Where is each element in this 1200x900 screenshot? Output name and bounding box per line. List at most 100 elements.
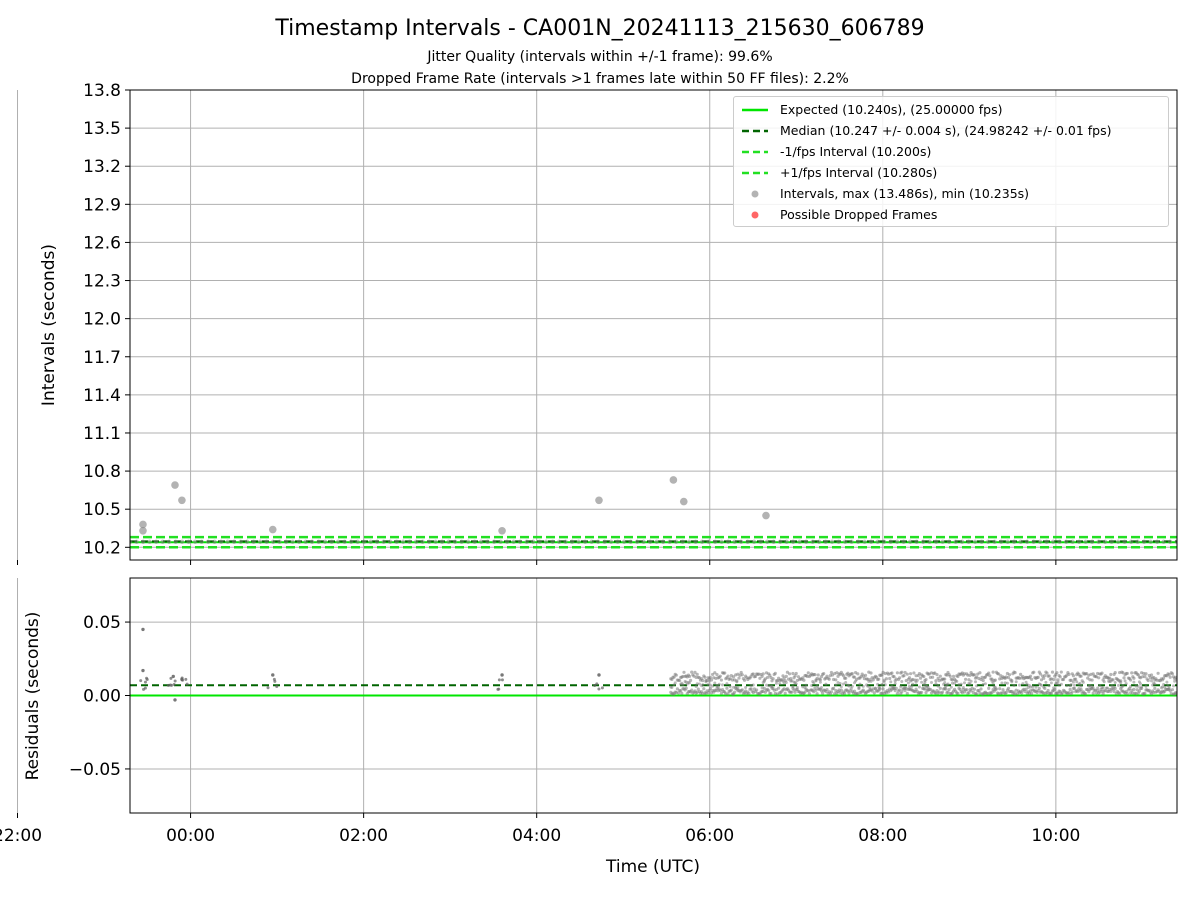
interval-point: [556, 539, 562, 545]
interval-point: [1018, 539, 1023, 545]
residual-point: [1019, 672, 1023, 677]
residual-point: [593, 683, 597, 687]
residual-point: [1172, 684, 1176, 688]
interval-point: [56, 540, 60, 544]
residual-point: [1113, 680, 1117, 684]
interval-point: [1057, 539, 1062, 545]
residual-point: [731, 675, 736, 679]
residual-point: [171, 674, 175, 679]
interval-point: [381, 539, 386, 545]
residual-point: [943, 681, 947, 685]
interval-point: [426, 539, 432, 545]
interval-point: [1128, 539, 1134, 545]
interval-point: [1024, 539, 1030, 545]
residual-point: [842, 682, 846, 686]
residual-point: [1083, 692, 1088, 696]
residual-point: [1065, 684, 1069, 688]
dropped-frame-point: [44, 537, 52, 545]
interval-point: [1148, 539, 1153, 545]
interval-point: [920, 539, 926, 545]
residual-point: [969, 679, 973, 683]
residual-point: [1153, 686, 1157, 690]
residual-point: [1073, 683, 1077, 687]
residual-point: [761, 672, 765, 676]
residual-point: [924, 691, 928, 695]
residual-point: [1094, 691, 1099, 695]
dropped-frame-point: [44, 127, 52, 135]
interval-point: [673, 539, 679, 545]
y-tick-label: 10.8: [83, 462, 121, 482]
residual-point: [760, 674, 764, 679]
residual-point: [906, 681, 910, 685]
residual-point: [852, 675, 857, 679]
residual-point: [688, 681, 692, 685]
y-tick-label: 11.4: [83, 386, 121, 406]
residual-point: [858, 682, 862, 686]
residual-point: [678, 678, 682, 683]
residual-point: [903, 670, 907, 675]
interval-point: [465, 539, 471, 545]
x-tick-label: 06:00: [685, 826, 734, 846]
interval-point: [478, 539, 484, 545]
interval-point: [842, 539, 848, 545]
residual-point: [1119, 681, 1123, 685]
interval-point: [985, 539, 991, 545]
residual-point: [829, 670, 834, 675]
interval-point: [966, 539, 971, 545]
residual-point: [850, 684, 854, 688]
interval-point: [738, 539, 744, 545]
residual-point: [1008, 673, 1012, 677]
residual-point: [1137, 689, 1142, 693]
residual-point: [43, 682, 46, 685]
residual-point: [881, 687, 885, 691]
residual-point: [173, 698, 177, 702]
residual-point: [1079, 687, 1083, 692]
residual-point: [1071, 680, 1075, 684]
residual-point: [681, 683, 685, 687]
residual-point: [169, 676, 173, 680]
residual-point: [991, 681, 995, 685]
residual-point: [1125, 691, 1129, 696]
residual-point: [794, 671, 798, 676]
residual-point: [1167, 686, 1171, 690]
interval-point: [121, 540, 125, 544]
residual-point: [758, 676, 762, 680]
residual-point: [769, 691, 773, 696]
residual-point: [1108, 676, 1112, 680]
y-tick-label: 11.1: [83, 424, 121, 444]
residual-point: [1125, 671, 1129, 676]
residual-point: [1170, 688, 1175, 692]
dropped-frame-point: [53, 537, 61, 545]
residual-point: [868, 686, 872, 690]
residual-point: [740, 688, 744, 692]
residual-point: [1061, 677, 1066, 682]
residual-point: [673, 681, 677, 685]
residual-point: [120, 669, 123, 672]
interval-point: [178, 496, 186, 505]
interval-point: [998, 539, 1004, 545]
residual-point: [987, 671, 991, 675]
residual-point: [993, 678, 997, 682]
residual-point: [873, 686, 877, 690]
residual-point: [889, 680, 893, 684]
interval-point: [1070, 539, 1075, 545]
residual-point: [900, 690, 904, 694]
dropped-frame-point: [48, 537, 56, 545]
residual-point: [1032, 670, 1036, 674]
residual-point: [1052, 677, 1056, 682]
residual-point: [600, 686, 604, 690]
residual-point: [801, 676, 805, 680]
interval-point: [719, 539, 724, 545]
residual-point: [681, 674, 685, 679]
residual-point: [804, 683, 808, 687]
residual-point: [997, 672, 1001, 676]
interval-point: [762, 511, 770, 520]
residual-point: [968, 682, 972, 686]
residual-point: [883, 683, 887, 687]
interval-point: [1161, 539, 1166, 545]
interval-point: [758, 539, 763, 545]
residual-point: [1130, 671, 1134, 675]
interval-point: [764, 539, 770, 545]
residual-point: [1174, 675, 1177, 679]
interval-point: [1122, 539, 1127, 545]
